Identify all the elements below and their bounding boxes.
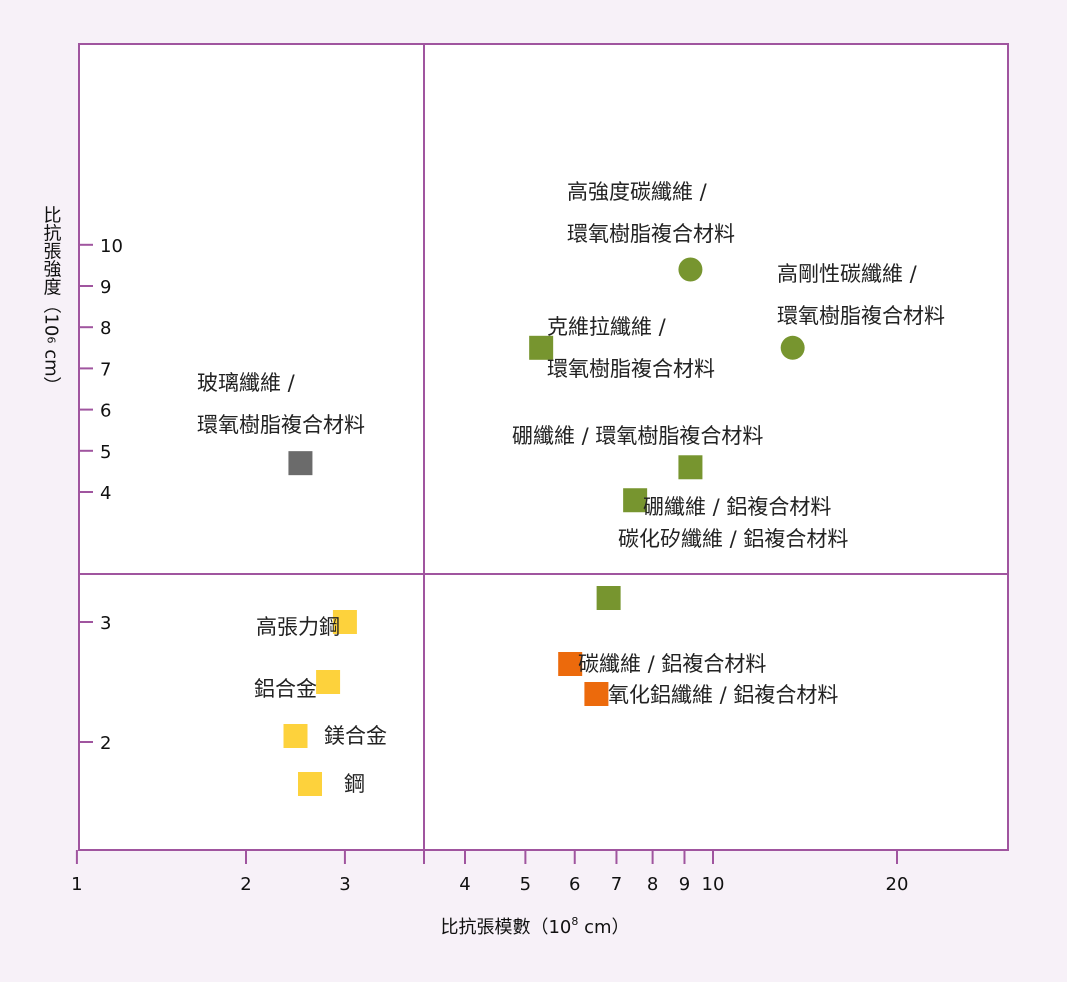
- data-label: 克維拉纖維 /: [547, 315, 667, 339]
- y-tick-label: 2: [100, 733, 111, 754]
- data-label: 高強度碳纖維 /: [567, 180, 708, 204]
- x-tick-label: 4: [459, 874, 470, 895]
- y-tick-label: 9: [100, 277, 111, 298]
- x-tick-label: 1: [71, 874, 82, 895]
- y-tick-label: 3: [100, 613, 111, 634]
- data-label: 氧化鋁纖維 / 鋁複合材料: [608, 683, 838, 707]
- data-point: [529, 335, 554, 360]
- x-tick-label: 2: [240, 874, 251, 895]
- data-label: 硼纖維 / 鋁複合材料: [643, 495, 831, 519]
- y-tick-label: 8: [100, 318, 111, 339]
- data-label: 鎂合金: [324, 724, 387, 748]
- data-label: 高張力鋼: [256, 615, 340, 639]
- x-tick-label: 9: [679, 874, 690, 895]
- data-point: [596, 586, 621, 610]
- x-axis-title: 比抗張模數（108 cm）: [440, 915, 629, 938]
- data-label: 高剛性碳纖維 /: [777, 262, 918, 286]
- y-axis-title: 比抗張強度（10 6 cm）: [41, 205, 62, 394]
- y-tick-label: 4: [100, 483, 111, 504]
- data-point: [283, 724, 308, 748]
- data-label: 鋁合金: [254, 677, 317, 701]
- x-tick-label: 8: [647, 874, 658, 895]
- data-point: [316, 670, 341, 694]
- data-label: 環氧樹脂複合材料: [777, 304, 945, 328]
- y-tick-label: 6: [100, 401, 111, 422]
- data-point: [584, 682, 609, 706]
- data-label: 玻璃纖維 /: [197, 371, 296, 395]
- data-label: 硼纖維 / 環氧樹脂複合材料: [512, 424, 763, 448]
- data-point: [678, 257, 703, 282]
- data-point: [678, 455, 703, 480]
- y-tick-label: 7: [100, 359, 111, 380]
- x-tick-label: 20: [886, 874, 909, 895]
- plot-frame: [78, 43, 1009, 851]
- x-tick-label: 5: [520, 874, 531, 895]
- data-point: [332, 610, 357, 634]
- y-tick-label: 10: [100, 236, 123, 257]
- data-point: [288, 451, 313, 476]
- y-tick-label: 5: [100, 442, 111, 463]
- data-point: [623, 488, 648, 513]
- data-label: 鋼: [344, 772, 365, 796]
- x-tick-label: 6: [569, 874, 580, 895]
- data-point: [298, 772, 323, 796]
- x-tick-label: 7: [611, 874, 622, 895]
- data-label: 碳化矽纖維 / 鋁複合材料: [618, 527, 848, 551]
- data-point: [558, 652, 583, 676]
- data-label: 環氧樹脂複合材料: [567, 222, 735, 246]
- x-tick-label: 3: [339, 874, 350, 895]
- data-point: [780, 335, 805, 360]
- x-tick-label: 10: [702, 874, 725, 895]
- data-label: 環氧樹脂複合材料: [547, 357, 715, 381]
- data-label: 碳纖維 / 鋁複合材料: [578, 652, 766, 676]
- data-label: 環氧樹脂複合材料: [197, 413, 365, 437]
